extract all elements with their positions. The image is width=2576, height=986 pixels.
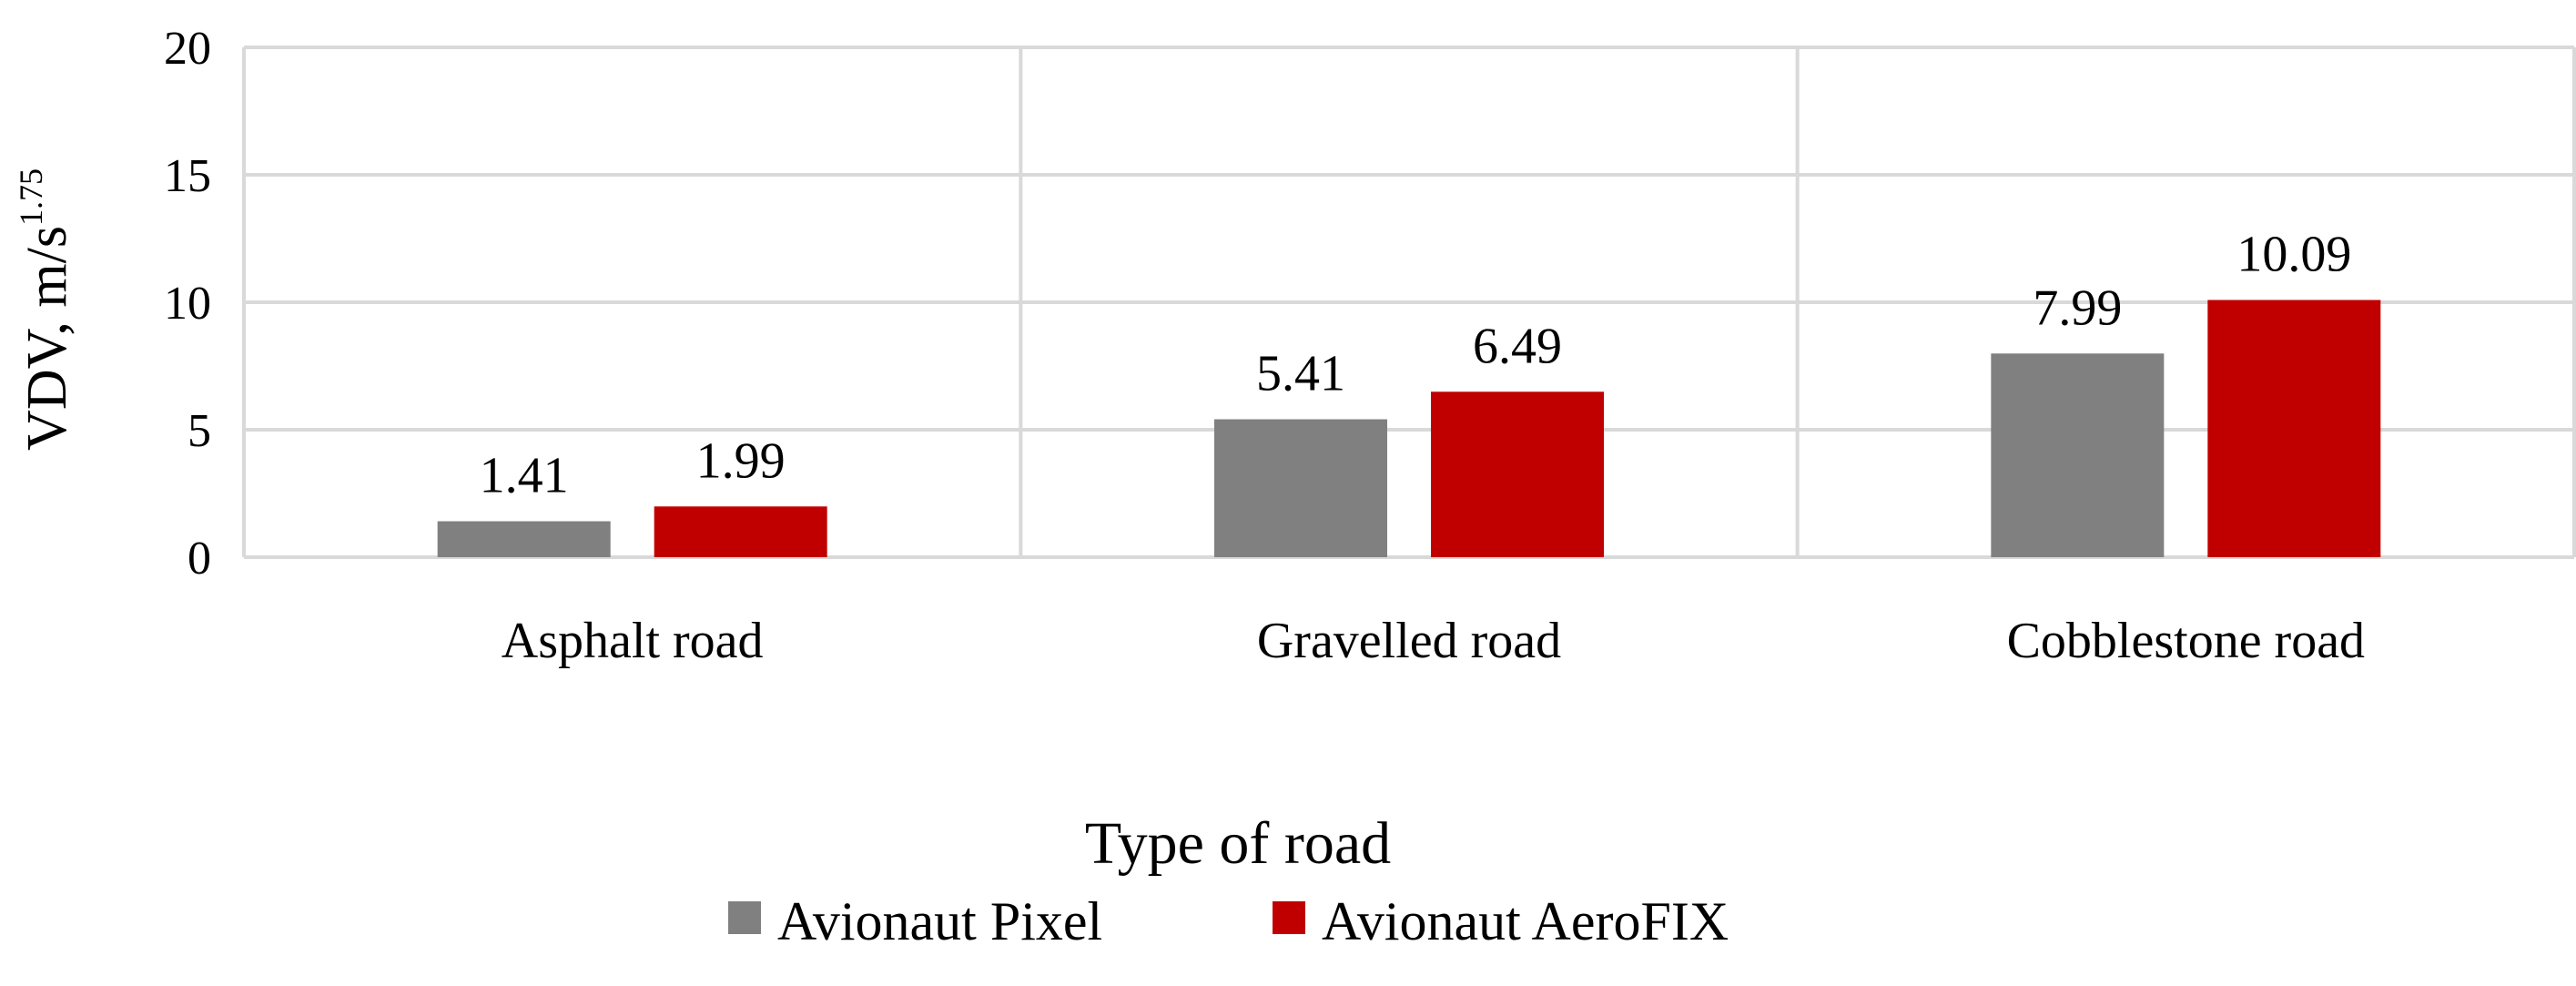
legend-label-1: Avionaut AeroFIX bbox=[1322, 891, 1729, 951]
y-tick-label: 0 bbox=[188, 533, 211, 584]
y-tick-label: 5 bbox=[188, 405, 211, 457]
data-label: 1.41 bbox=[480, 448, 569, 504]
grid-lines bbox=[242, 46, 2576, 559]
y-axis-title-exponent: 1.75 bbox=[13, 168, 49, 226]
data-label: 6.49 bbox=[1473, 318, 1562, 374]
legend-label-0: Avionaut Pixel bbox=[777, 891, 1102, 951]
bar-pixel-0 bbox=[437, 521, 611, 557]
bar-aerofix-0 bbox=[654, 506, 827, 557]
bar-aerofix-1 bbox=[1431, 391, 1604, 557]
legend: Avionaut Pixel Avionaut AeroFIX bbox=[728, 891, 1729, 951]
bar-aerofix-2 bbox=[2207, 300, 2381, 557]
y-tick-label: 15 bbox=[164, 150, 211, 202]
x-axis-title: Type of road bbox=[1085, 810, 1391, 877]
y-tick-label: 20 bbox=[164, 23, 211, 75]
y-axis-title: VDV, m/s1.75 bbox=[13, 168, 78, 451]
data-label: 5.41 bbox=[1256, 346, 1345, 402]
category-label: Asphalt road bbox=[502, 613, 764, 669]
data-label: 1.99 bbox=[696, 432, 786, 489]
bars bbox=[437, 300, 2381, 557]
y-axis-title-main: VDV, m/s bbox=[16, 226, 78, 451]
y-tick-labels: 0 5 10 15 20 bbox=[164, 23, 211, 584]
category-label: Gravelled road bbox=[1257, 613, 1561, 669]
data-labels: 1.41 1.99 5.41 6.49 7.99 10.09 bbox=[480, 226, 2352, 503]
category-labels: Asphalt road Gravelled road Cobblestone ro… bbox=[502, 613, 2365, 669]
category-label: Cobblestone road bbox=[2007, 613, 2365, 669]
bar-pixel-2 bbox=[1991, 353, 2165, 557]
legend-swatch-0 bbox=[728, 901, 761, 934]
legend-swatch-1 bbox=[1273, 901, 1305, 934]
y-tick-label: 10 bbox=[164, 278, 211, 330]
data-label: 7.99 bbox=[2033, 280, 2122, 336]
bar-pixel-1 bbox=[1214, 419, 1387, 557]
data-label: 10.09 bbox=[2236, 226, 2351, 282]
